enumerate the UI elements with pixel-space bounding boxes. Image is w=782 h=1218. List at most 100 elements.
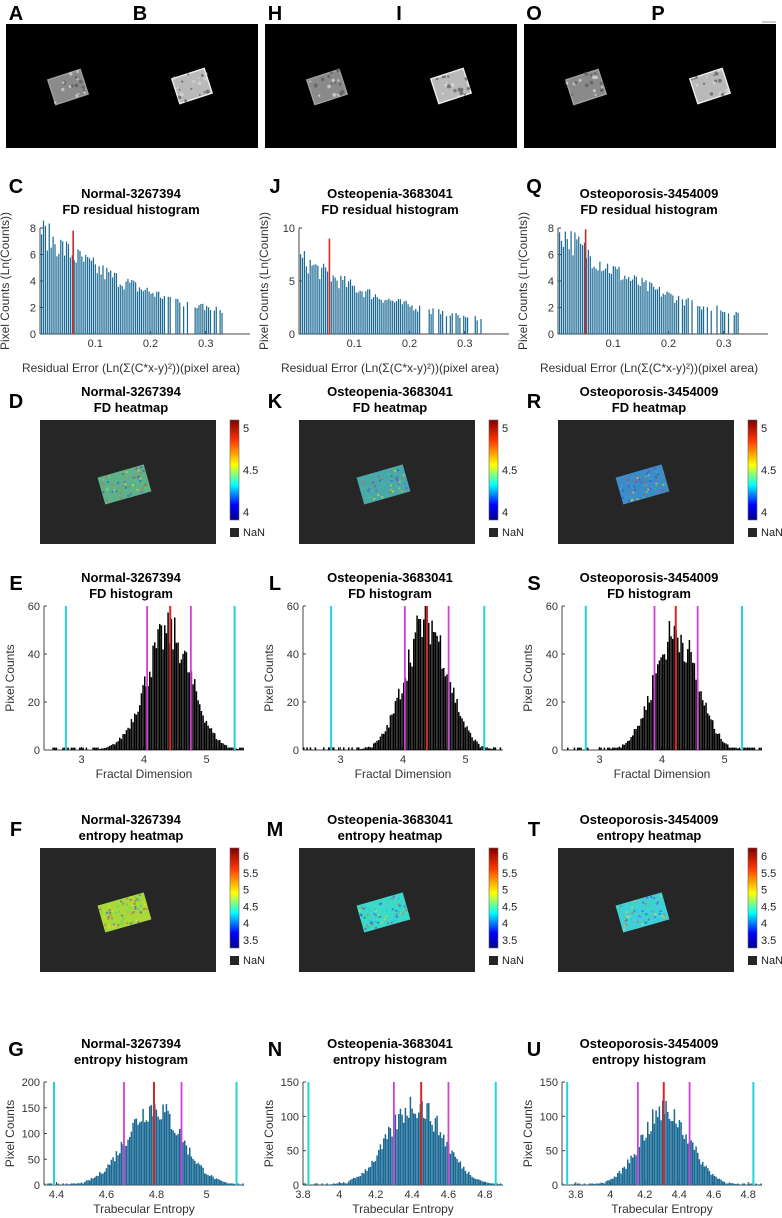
histogram-bar: [83, 261, 85, 334]
histogram-bar: [130, 719, 133, 750]
x-tick-label: 4: [607, 1189, 613, 1201]
trabecular-texture: [702, 82, 706, 85]
histogram-bar: [131, 280, 133, 334]
histogram-bar: [361, 1172, 363, 1185]
histogram-bar: [712, 1174, 714, 1185]
heatmap-pixel: [398, 487, 401, 490]
histogram-bar: [489, 748, 492, 750]
trabecular-texture: [330, 82, 333, 85]
histogram-bar: [642, 1134, 644, 1185]
trabecular-texture: [463, 93, 466, 96]
heatmap-pixel: [387, 472, 390, 475]
trabecular-texture: [713, 74, 716, 77]
heatmap-pixel: [663, 490, 667, 493]
histogram-bar: [202, 303, 204, 334]
histogram-bar: [74, 1183, 76, 1185]
histogram-bar: [649, 281, 651, 334]
heatmap-pixel: [634, 900, 637, 903]
histogram-bar: [87, 257, 89, 334]
heatmap-pixel: [395, 913, 398, 916]
histogram-bar: [620, 280, 622, 334]
heatmap-pixel: [142, 469, 145, 473]
nan-label: NaN: [243, 527, 265, 539]
trabecular-texture: [578, 78, 582, 82]
histogram-bar: [648, 702, 651, 750]
heatmap-pixel: [378, 479, 382, 482]
histogram-bar: [94, 264, 96, 334]
histogram-bar: [752, 747, 754, 750]
trabecular-texture: [445, 81, 448, 84]
histogram-bar: [637, 284, 639, 334]
y-tick-label: 150: [540, 1077, 558, 1089]
heatmap-pixel: [402, 473, 406, 477]
heatmap-pixel: [137, 920, 140, 924]
histogram-bar: [388, 298, 390, 334]
histogram-bar: [433, 631, 435, 750]
heatmap-pixel: [661, 488, 664, 492]
heatmap-pixel: [130, 485, 134, 489]
heatmap-pixel: [658, 483, 662, 486]
histogram-bar: [204, 1173, 206, 1185]
x-tick-label: 3.8: [568, 1189, 583, 1201]
histogram-bar: [602, 1182, 604, 1185]
histogram-bar: [674, 302, 676, 334]
heatmap-pixel: [134, 899, 137, 903]
histogram-bar: [177, 1134, 179, 1185]
histogram-bar: [479, 1180, 482, 1185]
heatmap-pixel: [365, 924, 369, 927]
histogram-bar: [46, 250, 48, 334]
y-tick-label: 20: [28, 697, 40, 709]
heatmap-pixel: [620, 904, 624, 908]
histogram-bar: [132, 1122, 134, 1185]
histogram-bar: [80, 747, 83, 750]
trabecular-texture: [592, 75, 597, 80]
histogram-bar: [488, 1182, 490, 1185]
histogram-bar: [127, 278, 129, 334]
histogram-bar: [483, 1181, 485, 1185]
histogram-bar: [623, 1166, 626, 1185]
histogram-bar: [138, 287, 141, 334]
histogram-bar: [384, 731, 387, 750]
histogram-bar: [60, 239, 62, 334]
heatmap-pixel: [390, 479, 393, 483]
heatmap-pixel: [138, 893, 142, 897]
heatmap-pixel: [647, 470, 650, 473]
panel-label: H: [268, 3, 282, 25]
histogram-bar: [355, 292, 357, 334]
heatmap-pixel: [659, 909, 662, 913]
heatmap-pixel: [391, 468, 395, 472]
histogram-bar: [167, 612, 169, 750]
colorbar: [747, 419, 758, 521]
trabecular-texture: [589, 80, 594, 85]
histogram-bar: [326, 271, 329, 334]
histogram-bar: [733, 315, 735, 334]
colorbar-tick-label: 5.5: [761, 868, 776, 880]
colorbar-tick-label: 6: [761, 851, 767, 863]
histogram-bar: [560, 240, 563, 334]
heatmap-pixel: [372, 481, 375, 484]
histogram-bar: [42, 220, 45, 334]
histogram-bar: [192, 684, 194, 750]
x-axis-label: Trabecular Entropy: [93, 1202, 195, 1216]
histogram-bar: [720, 1179, 722, 1185]
chart-title: Normal-3267394: [81, 812, 181, 827]
histogram-bar: [730, 747, 732, 750]
histogram-bar: [677, 637, 679, 750]
x-axis-label: Residual Error (Ln(Σ(C*x-y)²))(pixel are…: [281, 361, 499, 375]
histogram-bar: [637, 725, 639, 750]
trabecular-texture: [571, 93, 574, 96]
histogram-bar: [220, 1180, 223, 1185]
heatmap-pixel: [368, 909, 371, 912]
vertebra-image: [688, 67, 732, 105]
histogram-bar: [396, 697, 398, 750]
panel-label: T: [528, 819, 540, 841]
heatmap-pixel: [632, 485, 636, 488]
histogram-bar: [382, 302, 384, 334]
heatmap-pixel: [135, 481, 139, 484]
panel-label: I: [396, 3, 402, 25]
histogram-bar: [164, 625, 166, 750]
heatmap-pixel: [98, 477, 101, 481]
trabecular-texture: [600, 86, 604, 89]
panel-label: G: [8, 1039, 24, 1061]
